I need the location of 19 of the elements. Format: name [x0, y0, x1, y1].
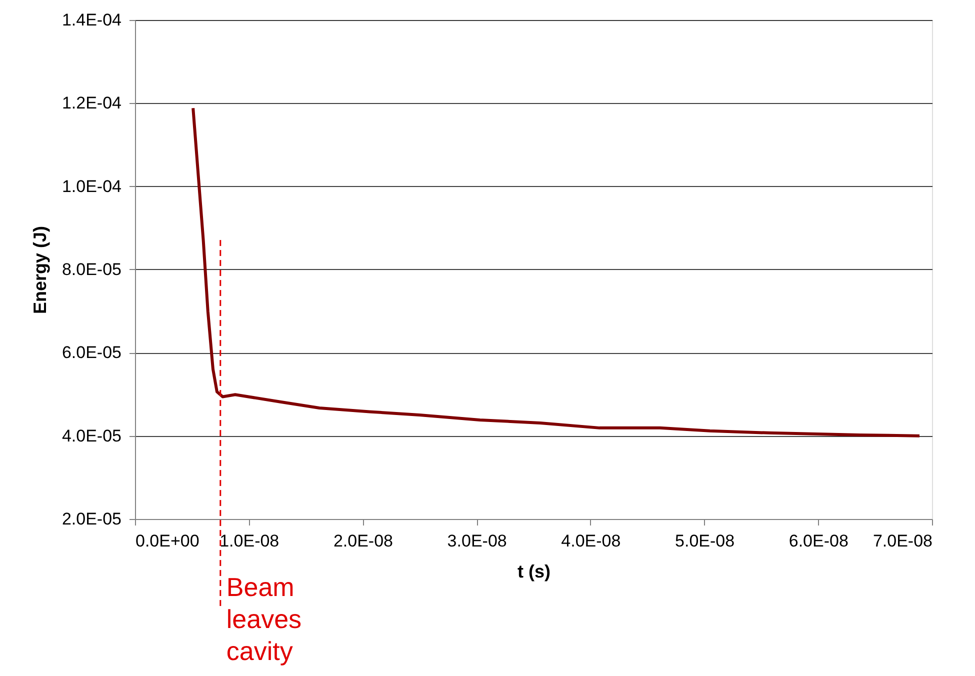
y-tick-label: 8.0E-05 — [62, 260, 122, 279]
x-tick-label: 0.0E+00 — [136, 532, 200, 550]
x-tick-label: 5.0E-08 — [675, 532, 735, 550]
y-tick-label: 1.4E-04 — [62, 10, 122, 30]
y-axis-title: Energy (J) — [30, 226, 50, 314]
x-tick-label: 1.0E-08 — [220, 532, 280, 550]
x-tick-label: 3.0E-08 — [447, 532, 507, 550]
x-tick-label: 7.0E-08 — [872, 532, 932, 550]
x-tick-label: 6.0E-08 — [788, 532, 848, 550]
y-tick-label: 1.0E-04 — [62, 176, 122, 196]
y-tick-label: 6.0E-05 — [62, 343, 122, 362]
ref-line-label: Beam leaves cavity — [226, 572, 302, 666]
line-series — [192, 106, 921, 438]
x-tick-label: 4.0E-08 — [561, 532, 621, 550]
y-tick-label: 4.0E-05 — [62, 426, 122, 446]
y-tick-label: 1.2E-04 — [62, 94, 122, 113]
x-tick-label: 2.0E-08 — [333, 532, 393, 550]
x-axis-title: t (s) — [518, 562, 550, 582]
y-tick-label: 2.0E-05 — [62, 510, 122, 528]
